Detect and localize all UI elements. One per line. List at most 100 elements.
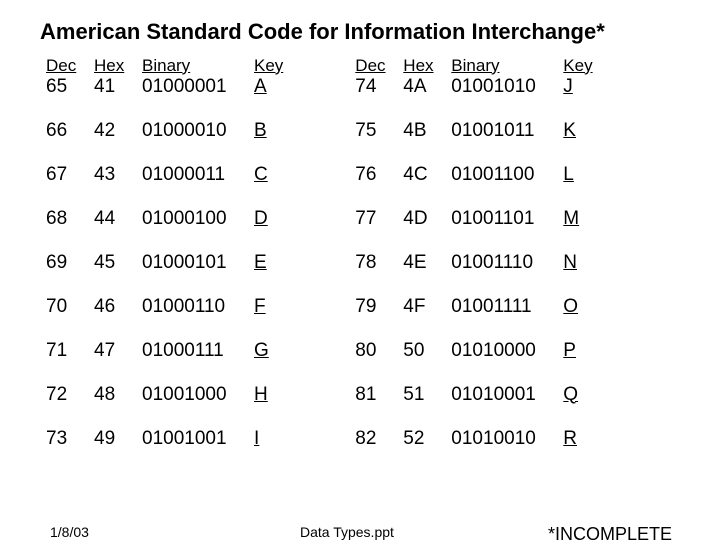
cell-hex: 41	[88, 76, 136, 112]
slide: American Standard Code for Information I…	[0, 0, 720, 540]
cell-hex: 44	[88, 200, 136, 244]
cell-key: N	[557, 244, 598, 288]
table-row: 684401000100D	[40, 200, 289, 244]
table-row: 694501000101E	[40, 244, 289, 288]
cell-hex: 4C	[397, 156, 445, 200]
table-row: 714701000111G	[40, 332, 289, 376]
cell-dec: 77	[349, 200, 397, 244]
cell-hex: 43	[88, 156, 136, 200]
footer-date: 1/8/03	[50, 524, 89, 540]
cell-bin: 01000010	[136, 112, 248, 156]
cell-hex: 4A	[397, 76, 445, 112]
col-header-hex: Hex	[88, 56, 136, 76]
cell-key: K	[557, 112, 598, 156]
cell-hex: 50	[397, 332, 445, 376]
cell-key: Q	[557, 376, 598, 420]
cell-hex: 4F	[397, 288, 445, 332]
table-row: 734901001001I	[40, 420, 289, 464]
table-row: 754B01001011K	[349, 112, 598, 156]
table-row: 744A01001010J	[349, 76, 598, 112]
table-row: 815101010001Q	[349, 376, 598, 420]
table-row: 794F01001111O	[349, 288, 598, 332]
cell-bin: 01000110	[136, 288, 248, 332]
table-header-row: Dec Hex Binary Key	[40, 56, 289, 76]
footer-filename: Data Types.ppt	[300, 524, 394, 540]
cell-key: D	[248, 200, 289, 244]
cell-bin: 01001101	[445, 200, 557, 244]
cell-bin: 01001110	[445, 244, 557, 288]
table-header-row: Dec Hex Binary Key	[349, 56, 598, 76]
cell-dec: 82	[349, 420, 397, 464]
cell-bin: 01000011	[136, 156, 248, 200]
table-row: 805001010000P	[349, 332, 598, 376]
cell-dec: 70	[40, 288, 88, 332]
cell-hex: 51	[397, 376, 445, 420]
table-row: 724801001000H	[40, 376, 289, 420]
cell-key: B	[248, 112, 289, 156]
table-row: 764C01001100L	[349, 156, 598, 200]
cell-dec: 71	[40, 332, 88, 376]
cell-key: J	[557, 76, 598, 112]
col-header-key: Key	[557, 56, 598, 76]
cell-key: H	[248, 376, 289, 420]
cell-hex: 49	[88, 420, 136, 464]
cell-hex: 45	[88, 244, 136, 288]
cell-hex: 4B	[397, 112, 445, 156]
col-header-key: Key	[248, 56, 289, 76]
cell-dec: 66	[40, 112, 88, 156]
cell-bin: 01001100	[445, 156, 557, 200]
col-header-dec: Dec	[40, 56, 88, 76]
cell-key: E	[248, 244, 289, 288]
cell-bin: 01001000	[136, 376, 248, 420]
cell-dec: 68	[40, 200, 88, 244]
ascii-table-left: Dec Hex Binary Key 654101000001A66420100…	[40, 56, 289, 464]
cell-bin: 01001011	[445, 112, 557, 156]
cell-bin: 01000100	[136, 200, 248, 244]
ascii-table-right: Dec Hex Binary Key 744A01001010J754B0100…	[349, 56, 598, 464]
table-row: 654101000001A	[40, 76, 289, 112]
cell-hex: 52	[397, 420, 445, 464]
table-row: 664201000010B	[40, 112, 289, 156]
cell-bin: 01001010	[445, 76, 557, 112]
footer-note: *INCOMPLETE	[548, 524, 672, 540]
ascii-tables: Dec Hex Binary Key 654101000001A66420100…	[40, 56, 680, 464]
cell-key: P	[557, 332, 598, 376]
cell-bin: 01000001	[136, 76, 248, 112]
cell-dec: 73	[40, 420, 88, 464]
cell-bin: 01010001	[445, 376, 557, 420]
cell-key: G	[248, 332, 289, 376]
cell-dec: 76	[349, 156, 397, 200]
cell-dec: 74	[349, 76, 397, 112]
cell-key: A	[248, 76, 289, 112]
cell-key: C	[248, 156, 289, 200]
cell-dec: 69	[40, 244, 88, 288]
table-row: 784E01001110N	[349, 244, 598, 288]
cell-key: F	[248, 288, 289, 332]
cell-bin: 01000111	[136, 332, 248, 376]
cell-hex: 4E	[397, 244, 445, 288]
cell-dec: 72	[40, 376, 88, 420]
cell-dec: 80	[349, 332, 397, 376]
cell-hex: 4D	[397, 200, 445, 244]
col-header-dec: Dec	[349, 56, 397, 76]
page-title: American Standard Code for Information I…	[40, 18, 680, 46]
cell-hex: 47	[88, 332, 136, 376]
cell-dec: 75	[349, 112, 397, 156]
col-header-hex: Hex	[397, 56, 445, 76]
col-header-bin: Binary	[136, 56, 248, 76]
cell-key: M	[557, 200, 598, 244]
cell-dec: 65	[40, 76, 88, 112]
cell-key: R	[557, 420, 598, 464]
cell-bin: 01010000	[445, 332, 557, 376]
cell-bin: 01001111	[445, 288, 557, 332]
cell-key: L	[557, 156, 598, 200]
cell-hex: 42	[88, 112, 136, 156]
col-header-bin: Binary	[445, 56, 557, 76]
cell-dec: 81	[349, 376, 397, 420]
cell-dec: 67	[40, 156, 88, 200]
cell-key: O	[557, 288, 598, 332]
cell-hex: 48	[88, 376, 136, 420]
table-row: 774D01001101M	[349, 200, 598, 244]
table-row: 704601000110F	[40, 288, 289, 332]
cell-key: I	[248, 420, 289, 464]
